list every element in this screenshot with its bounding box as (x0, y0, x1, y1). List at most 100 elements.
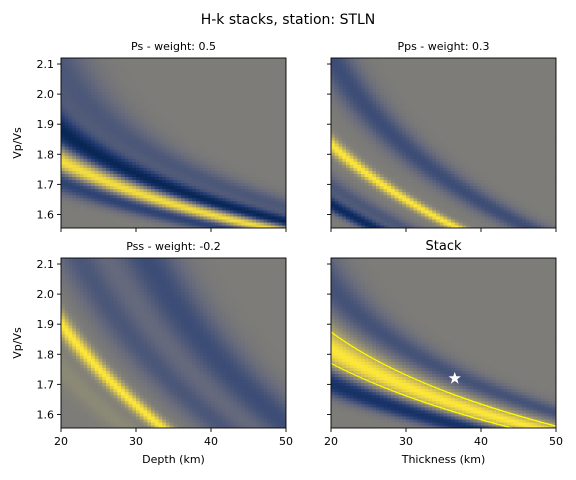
heatmap-cell (162, 76, 167, 80)
heatmap-cell (184, 58, 190, 62)
heatmap-cell (64, 85, 70, 89)
heatmap-cell (87, 91, 92, 96)
heatmap-cell (128, 197, 133, 202)
heatmap-cell (87, 155, 92, 159)
heatmap-cell (94, 106, 100, 111)
heatmap-cell (499, 203, 505, 208)
heatmap-cell (196, 73, 201, 77)
heatmap-cell (274, 194, 280, 199)
heatmap-cell (529, 206, 535, 211)
heatmap-cell (222, 155, 227, 159)
heatmap-cell (364, 200, 370, 205)
heatmap-cell (109, 112, 115, 117)
heatmap-cell (529, 152, 535, 156)
heatmap-cell (271, 133, 276, 138)
heatmap-cell (454, 182, 460, 187)
heatmap-cell (94, 64, 100, 68)
heatmap-cell (76, 179, 81, 184)
heatmap-cell (259, 197, 265, 202)
heatmap-cell (128, 106, 133, 111)
heatmap-cell (124, 143, 130, 147)
heatmap-cell (522, 170, 527, 174)
heatmap-cell (406, 203, 411, 208)
y-axis-label: Vp/Vs (11, 127, 24, 159)
heatmap-cell (346, 167, 351, 171)
heatmap-cell (267, 112, 272, 117)
heatmap-cell (196, 127, 201, 132)
heatmap-cell (252, 115, 257, 120)
heatmap-cell (136, 182, 141, 187)
heatmap-cell (409, 179, 415, 184)
heatmap-cell (214, 173, 220, 177)
heatmap-cell (376, 185, 381, 190)
heatmap-cell (222, 185, 227, 190)
heatmap-cell (132, 79, 137, 83)
heatmap-cell (496, 149, 501, 153)
heatmap-cell (391, 221, 396, 226)
heatmap-cell (151, 124, 156, 129)
heatmap-cell (162, 194, 167, 199)
heatmap-cell (338, 191, 343, 196)
heatmap-cell (214, 155, 220, 159)
heatmap-cell (128, 118, 133, 123)
heatmap-cell (244, 158, 250, 162)
heatmap-cell (218, 146, 223, 150)
heatmap-cell (207, 64, 212, 68)
heatmap-cell (136, 76, 141, 80)
heatmap-cell (484, 173, 490, 177)
heatmap-cell (139, 146, 145, 150)
heatmap-cell (162, 221, 167, 226)
heatmap-cell (361, 161, 366, 165)
heatmap-cell (496, 212, 501, 217)
heatmap-cell (391, 209, 396, 214)
heatmap-cell (387, 191, 392, 196)
heatmap-cell (226, 161, 231, 165)
heatmap-cell (106, 209, 111, 214)
heatmap-cell (188, 185, 193, 190)
heatmap-cell (361, 197, 366, 202)
heatmap-cell (139, 149, 145, 153)
heatmap-cell (158, 176, 163, 181)
heatmap-cell (492, 182, 497, 187)
heatmap-cell (132, 191, 137, 196)
heatmap-cell (218, 176, 223, 181)
heatmap-cell (124, 218, 130, 223)
heatmap-cell (469, 170, 475, 174)
heatmap-cell (83, 100, 88, 105)
heatmap-cell (271, 61, 276, 65)
heatmap-cell (436, 155, 441, 159)
heatmap-cell (364, 179, 370, 184)
heatmap-cell (256, 130, 261, 135)
heatmap-cell (143, 109, 148, 114)
heatmap-cell (263, 94, 268, 99)
heatmap-cell (169, 143, 175, 147)
heatmap-cell (267, 130, 272, 135)
heatmap-cell (76, 182, 81, 187)
heatmap-cell (98, 194, 103, 199)
heatmap-cell (267, 79, 272, 83)
heatmap-cell (256, 103, 261, 108)
heatmap-cell (241, 70, 246, 74)
heatmap-cell (372, 170, 377, 174)
heatmap-cell (357, 200, 362, 205)
heatmap-cell (214, 176, 220, 181)
heatmap-cell (267, 64, 272, 68)
heatmap-cell (211, 152, 216, 156)
heatmap-cell (177, 70, 182, 74)
heatmap-cell (256, 97, 261, 102)
heatmap-cell (421, 185, 426, 190)
heatmap-cell (83, 106, 88, 111)
heatmap-cell (252, 67, 257, 71)
heatmap-cell (477, 161, 482, 165)
heatmap-cell (192, 212, 197, 217)
heatmap-cell (544, 179, 550, 184)
heatmap-cell (121, 185, 126, 190)
heatmap-cell (184, 103, 190, 108)
heatmap-cell (409, 212, 415, 217)
heatmap-cell (72, 82, 77, 86)
heatmap-cell (166, 94, 171, 99)
heatmap-cell (402, 221, 407, 226)
heatmap-cell (526, 200, 531, 205)
heatmap-cell (211, 191, 216, 196)
heatmap-cell (278, 191, 283, 196)
